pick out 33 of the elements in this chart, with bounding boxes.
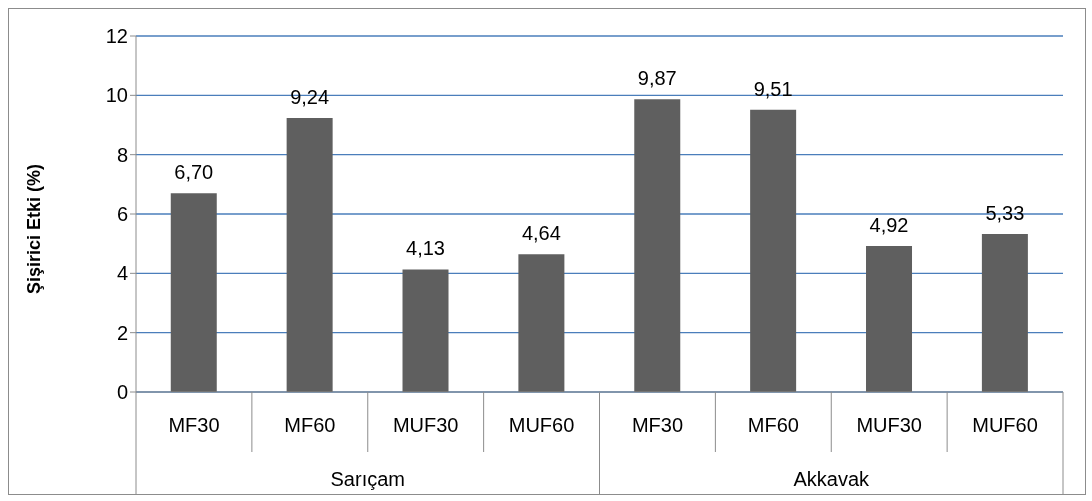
data-label: 6,70 (174, 161, 214, 184)
bar (750, 109, 797, 392)
data-label: 5,33 (985, 201, 1025, 224)
bar (634, 99, 681, 392)
y-tick-label: 4 (116, 262, 128, 285)
data-label: 4,92 (869, 214, 909, 237)
bar (981, 233, 1028, 392)
bar (518, 254, 565, 392)
x-tick-label: MF30 (168, 414, 220, 436)
text: Akkavak (793, 468, 871, 490)
y-tick-label: 6 (116, 203, 128, 226)
y-tick-label: 0 (116, 381, 128, 404)
data-label: 9,87 (637, 67, 677, 90)
x-tick-label: MF30 (631, 414, 683, 436)
y-axis-title: Şişirici Etki (%) (24, 163, 45, 294)
bar (402, 269, 449, 392)
bar (866, 246, 913, 392)
y-tick-label: 2 (116, 321, 128, 344)
x-tick-label: MUF30 (392, 414, 459, 436)
bar (170, 193, 217, 392)
x-tick-label: MUF60 (508, 414, 575, 436)
x-tick-label: MUF30 (856, 414, 922, 436)
y-tick-label: 10 (105, 84, 128, 107)
x-tick-label: MUF60 (972, 414, 1038, 436)
data-label: 9,51 (753, 77, 793, 100)
y-tick-label: 12 (105, 25, 128, 48)
bar (286, 117, 333, 392)
x-tick-label: MF60 (284, 414, 336, 436)
y-tick-label: 8 (116, 143, 128, 166)
x-tick-label: MF60 (747, 414, 799, 436)
text: Sarıçam (330, 468, 405, 490)
data-label: 4,13 (406, 237, 445, 260)
data-label: 4,64 (521, 222, 561, 245)
